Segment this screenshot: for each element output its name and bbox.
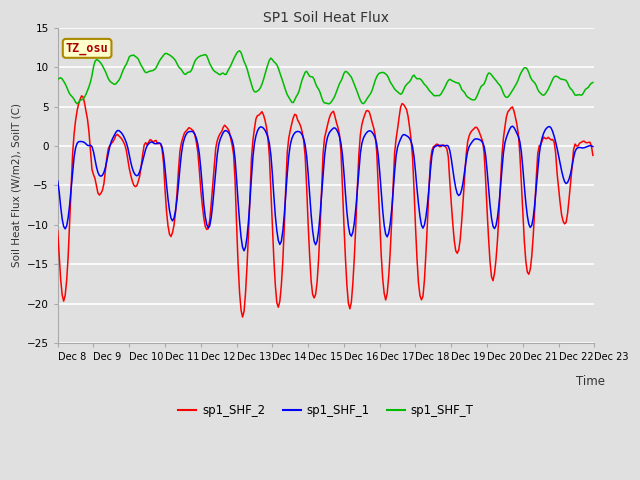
Legend: sp1_SHF_2, sp1_SHF_1, sp1_SHF_T: sp1_SHF_2, sp1_SHF_1, sp1_SHF_T bbox=[173, 399, 479, 422]
Title: SP1 Soil Heat Flux: SP1 Soil Heat Flux bbox=[263, 11, 389, 25]
X-axis label: Time: Time bbox=[576, 374, 605, 387]
Y-axis label: Soil Heat Flux (W/m2), SoilT (C): Soil Heat Flux (W/m2), SoilT (C) bbox=[11, 103, 21, 267]
Text: TZ_osu: TZ_osu bbox=[66, 42, 109, 55]
